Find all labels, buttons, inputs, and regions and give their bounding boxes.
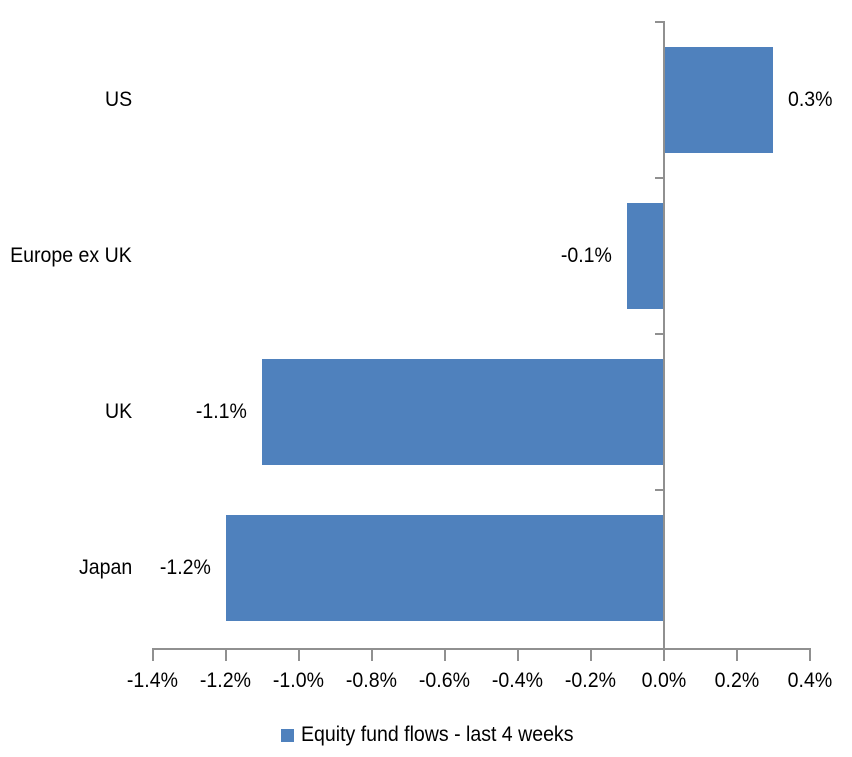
- x-axis-tick: [516, 648, 519, 661]
- value-label: -1.2%: [159, 556, 211, 579]
- y-axis-tick: [654, 489, 663, 491]
- x-axis-tick-label: -1.4%: [126, 669, 179, 692]
- x-axis-tick-label: 0.0%: [641, 669, 686, 692]
- bar-uk: [262, 359, 664, 465]
- category-label: Japan: [78, 556, 132, 579]
- category-label: Europe ex UK: [10, 244, 132, 267]
- value-label: -1.1%: [195, 400, 247, 423]
- y-axis-line: [662, 21, 665, 661]
- x-axis-tick: [297, 648, 300, 661]
- y-axis-tick: [654, 177, 663, 179]
- y-axis-tick: [654, 333, 663, 335]
- x-axis-line: [151, 648, 811, 650]
- legend: Equity fund flows - last 4 weeks: [22, 719, 852, 751]
- legend-swatch: [280, 728, 294, 742]
- bar-us: [663, 47, 773, 153]
- x-axis-tick: [808, 648, 811, 661]
- value-label: -0.1%: [560, 244, 612, 267]
- category-label: US: [104, 88, 132, 111]
- x-axis-tick: [589, 648, 592, 661]
- x-axis-tick: [443, 648, 446, 661]
- y-axis-tick: [654, 21, 663, 23]
- x-axis-tick-label: -0.2%: [564, 669, 617, 692]
- category-label: UK: [104, 400, 132, 423]
- bar-europe-ex-uk: [627, 203, 664, 309]
- x-axis-tick: [735, 648, 738, 661]
- x-axis-tick-label: -1.0%: [272, 669, 325, 692]
- x-axis-tick: [370, 648, 373, 661]
- x-axis-tick: [224, 648, 227, 661]
- legend-label: Equity fund flows - last 4 weeks: [300, 723, 573, 746]
- value-label: 0.3%: [788, 88, 833, 111]
- x-axis-tick: [151, 648, 154, 661]
- bar-japan: [225, 515, 664, 621]
- x-axis-tick-label: 0.2%: [714, 669, 759, 692]
- x-axis-tick-label: -0.6%: [418, 669, 471, 692]
- x-axis-tick-label: -1.2%: [199, 669, 252, 692]
- x-axis-tick-label: -0.4%: [491, 669, 544, 692]
- x-axis-tick-label: -0.8%: [345, 669, 398, 692]
- x-axis-tick-label: 0.4%: [787, 669, 832, 692]
